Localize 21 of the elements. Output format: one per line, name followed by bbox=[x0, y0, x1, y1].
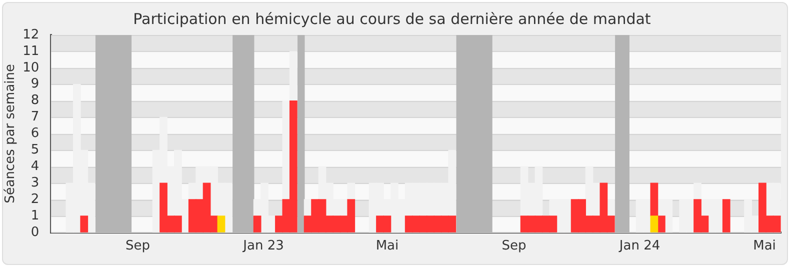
y-tick-label: 11 bbox=[22, 44, 40, 59]
x-tick-label: Sep bbox=[502, 238, 526, 254]
y-tick-label: 0 bbox=[30, 224, 40, 240]
x-tick-label: Mai bbox=[753, 238, 776, 254]
y-tick-label: 7 bbox=[30, 110, 40, 125]
y-tick-label: 8 bbox=[30, 93, 40, 108]
x-tick-label: Jan 24 bbox=[618, 238, 660, 254]
y-tick-label: 3 bbox=[30, 175, 40, 190]
y-tick-label: 5 bbox=[30, 142, 40, 158]
x-tick-label: Sep bbox=[125, 238, 150, 254]
y-tick-label: 2 bbox=[30, 192, 40, 207]
y-tick-label: 10 bbox=[22, 60, 40, 76]
x-tick-label: Jan 23 bbox=[242, 238, 284, 254]
chart-title: Participation en hémicycle au cours de sa dernière année de mandat bbox=[133, 10, 651, 28]
y-tick-label: 6 bbox=[30, 126, 40, 142]
x-tick-label: Mai bbox=[376, 238, 399, 254]
y-axis-title: Séances par semaine bbox=[3, 64, 18, 204]
y-tick-label: 9 bbox=[30, 76, 40, 92]
y-tick-label: 12 bbox=[22, 27, 40, 42]
y-tick-label: 4 bbox=[30, 158, 40, 174]
y-tick-label: 1 bbox=[30, 208, 40, 224]
